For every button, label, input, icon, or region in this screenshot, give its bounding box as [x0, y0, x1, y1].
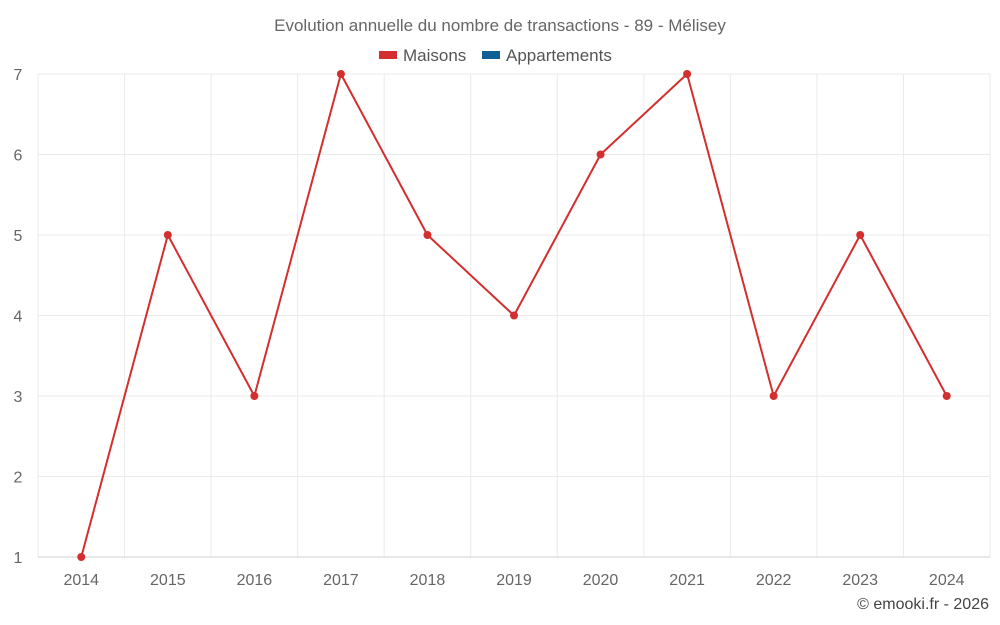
data-point[interactable]	[856, 231, 865, 239]
y-tick-label: 5	[14, 228, 23, 245]
x-tick-label: 2015	[150, 572, 186, 589]
x-tick-label: 2014	[63, 572, 99, 589]
credit-text: © emooki.fr - 2026	[857, 596, 989, 613]
data-point[interactable]	[942, 392, 951, 400]
chart-title: Evolution annuelle du nombre de transact…	[274, 16, 726, 35]
y-tick-label: 2	[14, 470, 23, 487]
data-point[interactable]	[683, 70, 692, 78]
y-tick-label: 4	[14, 309, 23, 326]
x-tick-label: 2019	[496, 572, 532, 589]
y-tick-label: 7	[14, 67, 23, 84]
y-axis-ticks: 1 2 3 4 5 6 7	[14, 67, 23, 567]
legend-label-maisons[interactable]: Maisons	[403, 46, 466, 65]
data-point[interactable]	[596, 150, 605, 159]
x-tick-label: 2017	[323, 572, 359, 589]
y-tick-label: 1	[14, 550, 23, 567]
data-point[interactable]	[163, 231, 172, 239]
data-point[interactable]	[250, 392, 259, 400]
x-axis-ticks: 2014 2015 2016 2017 2018 2019 2020 2021 2022 2023…	[63, 572, 964, 589]
x-tick-label: 2023	[842, 572, 878, 589]
x-tick-label: 2016	[237, 572, 273, 589]
legend-swatch-maisons[interactable]	[379, 51, 397, 59]
legend: Maisons Appartements	[379, 46, 612, 65]
data-point[interactable]	[769, 392, 778, 400]
data-point[interactable]	[423, 231, 432, 239]
y-tick-label: 3	[14, 389, 23, 406]
x-tick-label: 2021	[669, 572, 705, 589]
data-point[interactable]	[510, 311, 518, 320]
legend-swatch-appartements[interactable]	[482, 51, 500, 59]
x-tick-label: 2024	[929, 572, 965, 589]
legend-label-appartements[interactable]: Appartements	[506, 46, 612, 65]
data-point[interactable]	[336, 70, 345, 78]
y-tick-label: 6	[14, 148, 23, 165]
x-tick-label: 2018	[410, 572, 446, 589]
series-maisons	[77, 70, 951, 561]
x-tick-label: 2022	[756, 572, 792, 589]
x-tick-label: 2020	[583, 572, 619, 589]
data-point[interactable]	[77, 553, 86, 561]
